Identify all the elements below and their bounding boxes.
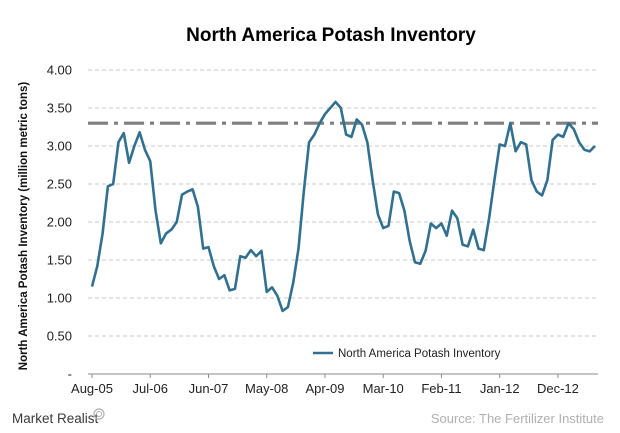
series-line-north-america-potash-inventory bbox=[90, 100, 596, 313]
y-tick-label: - bbox=[68, 367, 72, 382]
legend: North America Potash Inventory bbox=[313, 348, 501, 360]
y-tick-label: 1.50 bbox=[47, 253, 72, 268]
chart-title: North America Potash Inventory bbox=[186, 25, 476, 46]
y-tick-label: 3.50 bbox=[47, 101, 72, 116]
y-tick-label: 4.00 bbox=[47, 63, 72, 78]
brand-logo: Market Realist bbox=[12, 408, 105, 426]
gridlines bbox=[88, 69, 598, 375]
x-tick-label: Jan-12 bbox=[480, 381, 520, 396]
market-realist-logo-icon bbox=[93, 408, 105, 420]
legend-entry: North America Potash Inventory bbox=[338, 348, 501, 360]
x-tick-label: Apr-09 bbox=[305, 381, 344, 396]
x-tick-label: May-08 bbox=[245, 381, 288, 396]
y-tick-label: 0.50 bbox=[47, 329, 72, 344]
y-axis-label: North America Potash Inventory (million … bbox=[18, 82, 30, 371]
x-tick-label: Mar-10 bbox=[363, 381, 404, 396]
source-note: Source: The Fertilizer Institute bbox=[431, 411, 604, 426]
y-tick-label: 2.50 bbox=[47, 177, 72, 192]
x-tick-label: Jun-07 bbox=[189, 381, 229, 396]
y-tick-label: 2.00 bbox=[47, 215, 72, 230]
x-axis-ticks: Aug-05 Jul-06 Jun-07 May-08 Apr-09 Mar-10 Feb-… bbox=[71, 374, 579, 396]
brand-name: Market Realist bbox=[12, 411, 99, 426]
x-tick-label: Jul-06 bbox=[133, 381, 168, 396]
x-tick-label: Feb-11 bbox=[421, 381, 461, 396]
x-tick-label: Aug-05 bbox=[71, 381, 113, 396]
y-tick-label: 1.00 bbox=[47, 291, 72, 306]
x-tick-label: Dec-12 bbox=[537, 381, 579, 396]
y-axis-ticks: - 0.50 1.00 1.50 2.00 2.50 3.00 3.50 4.00 bbox=[47, 63, 72, 382]
y-tick-label: 3.00 bbox=[47, 139, 72, 154]
